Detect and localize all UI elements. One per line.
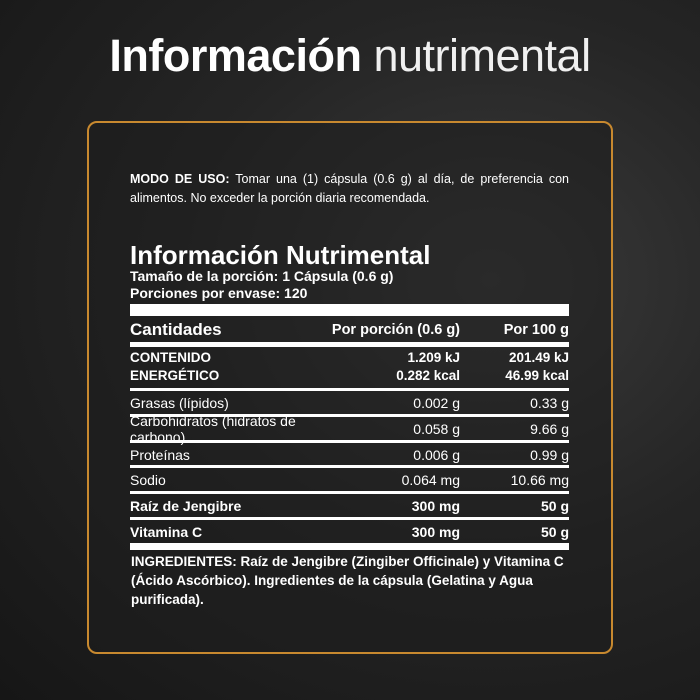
- divider: [130, 465, 569, 468]
- divider-thick: [130, 304, 569, 316]
- divider: [130, 388, 569, 391]
- table-row: Carbohidratos (hidratos de carbono) 0.058…: [130, 412, 569, 445]
- table-row: Vitamina C 300 mg 50 g: [130, 523, 569, 540]
- label-heading: Información Nutrimental: [130, 240, 431, 270]
- divider: [130, 517, 569, 520]
- divider: [130, 342, 569, 347]
- label-frame: [87, 121, 613, 654]
- table-row: Raíz de Jengibre 300 mg 50 g: [130, 497, 569, 514]
- divider-thick: [130, 543, 569, 550]
- ingredients: INGREDIENTES: Raíz de Jengibre (Zingiber…: [131, 554, 564, 607]
- divider: [130, 414, 569, 417]
- table-row-energy: CONTENIDO ENERGÉTICO 1.209 kJ 0.282 kcal 2…: [130, 350, 569, 383]
- serving-size: Tamaño de la porción: 1 Cápsula (0.6 g): [130, 268, 394, 284]
- divider: [130, 440, 569, 443]
- table-row: Grasas (lípidos) 0.002 g 0.33 g: [130, 394, 569, 411]
- page-title: Información nutrimental: [109, 30, 591, 81]
- table-row: Proteínas 0.006 g 0.99 g: [130, 446, 569, 463]
- servings-per-container: Porciones por envase: 120: [130, 285, 308, 301]
- usage-instructions: MODO DE USO: Tomar una (1) cápsula (0.6 …: [130, 172, 570, 205]
- table-row: Sodio 0.064 mg 10.66 mg: [130, 471, 569, 488]
- table-header: Cantidades Por porción (0.6 g) Por 100 g: [130, 320, 569, 339]
- divider: [130, 491, 569, 494]
